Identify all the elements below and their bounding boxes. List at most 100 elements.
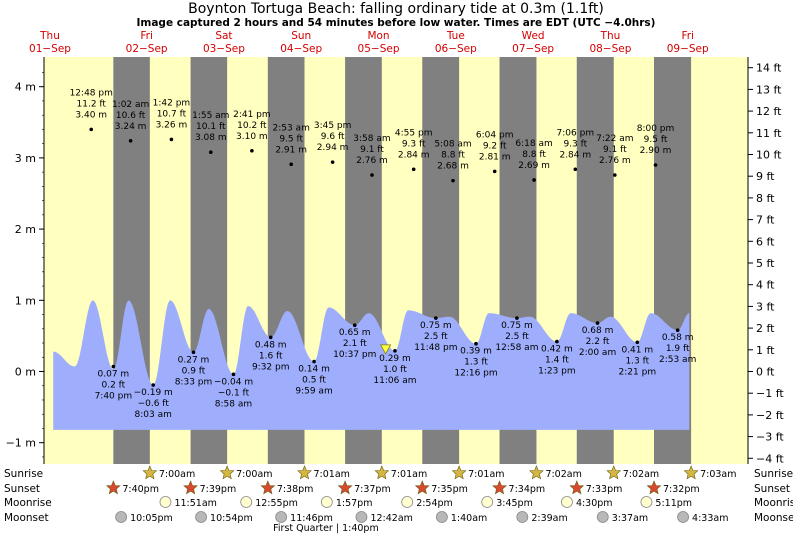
sunrise-icon [683,465,699,480]
low-tide-label: 2.5 ft [505,332,529,342]
low-tide-label: 0.29 m [379,354,411,364]
high-tide-label: 8.8 ft [522,150,546,160]
low-tide-label: 8:58 am [215,399,252,409]
y-tick-label-ft: −4 ft [756,452,784,465]
low-tide-point [555,339,559,344]
high-tide-point [169,137,174,142]
y-tick-label-m: 4 m [15,81,36,94]
moonrise-time: 2:54pm [416,498,453,509]
high-tide-point [451,178,455,183]
sunset-time: 7:38pm [277,484,314,495]
low-tide-label: 1.3 ft [464,358,488,368]
high-tide-label: 3.26 m [156,120,188,130]
high-tide-label: 10.6 ft [116,111,146,121]
moonrise-time: 4:30pm [576,498,613,509]
sunset-icon [569,480,585,495]
sunset-time: 7:33pm [586,484,623,495]
low-tide-label: 8:33 pm [175,377,213,387]
y-tick-label-ft: 5 ft [756,257,775,270]
high-tide-label: 2.68 m [437,162,469,172]
moonrise-icon [159,496,172,508]
low-tide-label: 1.0 ft [383,365,407,375]
sunrise-time: 7:00am [236,469,272,480]
high-tide-point [532,178,536,182]
day-of-week-label: Tue [446,30,465,42]
sunset-time: 7:32pm [663,484,700,495]
high-tide-label: 9.6 ft [321,132,345,142]
sunset-icon [260,480,276,495]
moonset-icon [115,511,128,523]
low-tide-label: −0.04 m [214,377,253,387]
date-label: 01−Sep [29,43,71,55]
high-tide-label: 3.08 m [195,133,227,143]
low-tide-point [191,350,196,355]
sunrise-time: 7:01am [468,469,504,480]
moonrise-icon [640,496,653,508]
sunset-time: 7:34pm [509,484,546,495]
sunset-row-label-left: Sunset [4,483,40,495]
sunrise-time: 7:01am [314,469,350,480]
low-tide-label: 11:48 pm [414,343,457,353]
high-tide-label: 3:45 pm [314,121,352,131]
high-tide-label: 9.1 ft [360,145,384,155]
date-label: 08−Sep [589,43,631,55]
sunrise-icon [142,465,158,480]
high-tide-label: 2.94 m [317,143,349,153]
high-tide-label: 2.84 m [398,150,430,160]
high-tide-point [492,169,497,174]
high-tide-label: 2.90 m [640,146,672,156]
high-tide-label: 2:41 pm [233,110,271,120]
y-tick-label-ft: 9 ft [756,170,775,183]
low-tide-point [111,364,116,369]
high-tide-label: 1:42 pm [153,98,191,108]
high-tide-label: 10.7 ft [157,109,187,119]
sunrise-time: 7:03am [700,469,736,480]
moonrise-row-label-left: Moonrise [4,497,52,509]
high-tide-label: 5:08 am [434,140,471,150]
tide-area [53,300,690,430]
low-tide-point [393,349,397,353]
current-level-marker [379,344,392,355]
high-tide-label: 9.3 ft [563,139,587,149]
moonrise-icon [561,496,573,508]
high-tide-label: 9.2 ft [483,141,507,151]
y-tick-label-m: 1 m [15,294,36,307]
low-tide-label: −0.19 m [134,388,173,398]
sunset-time: 7:37pm [354,484,391,495]
moonset-icon [677,511,689,523]
day-of-week-label: Wed [522,30,545,42]
moonset-icon [275,511,288,523]
low-tide-point [268,335,273,340]
day-of-week-label: Thu [600,30,621,42]
high-tide-point [250,148,254,153]
moon-phase-label: First Quarter | 1:40pm [273,523,379,534]
day-of-week-label: Sun [291,30,311,42]
high-tide-point [128,139,133,143]
chart-title: Boynton Tortuga Beach: falling ordinary … [188,1,604,17]
low-tide-point [515,316,519,320]
sunset-time: 7:39pm [200,484,237,495]
moonset-icon [516,511,529,523]
y-tick-label-m: 0 m [15,366,36,379]
high-tide-point [208,150,213,155]
sunset-icon [492,480,507,495]
high-tide-label: 7:22 am [596,134,633,144]
moonrise-time: 3:45pm [496,498,533,509]
axes: −1 m 0 m 1 m 2 m 3 m 4 m −4 ft −3 ft −2 ft −1 ft 0… [6,57,784,465]
sunset-icon [337,480,353,495]
low-tide-label: 9:59 am [295,387,332,397]
low-tide-label: 0.68 m [582,326,614,336]
high-tide-label: 2.69 m [518,161,550,171]
sunrise-row-label-right: Sunrise [754,468,793,480]
sunset-row-label-right: Sunset [754,483,790,495]
low-tide-label: 1.9 ft [666,344,690,354]
low-tide-point [595,321,600,325]
high-tide-point [653,163,658,167]
high-tide-point [89,127,94,132]
high-tide-label: 9.1 ft [603,145,627,155]
y-tick-label-ft: −3 ft [756,431,784,444]
sunset-icon [646,480,662,495]
date-label: 06−Sep [435,43,477,55]
